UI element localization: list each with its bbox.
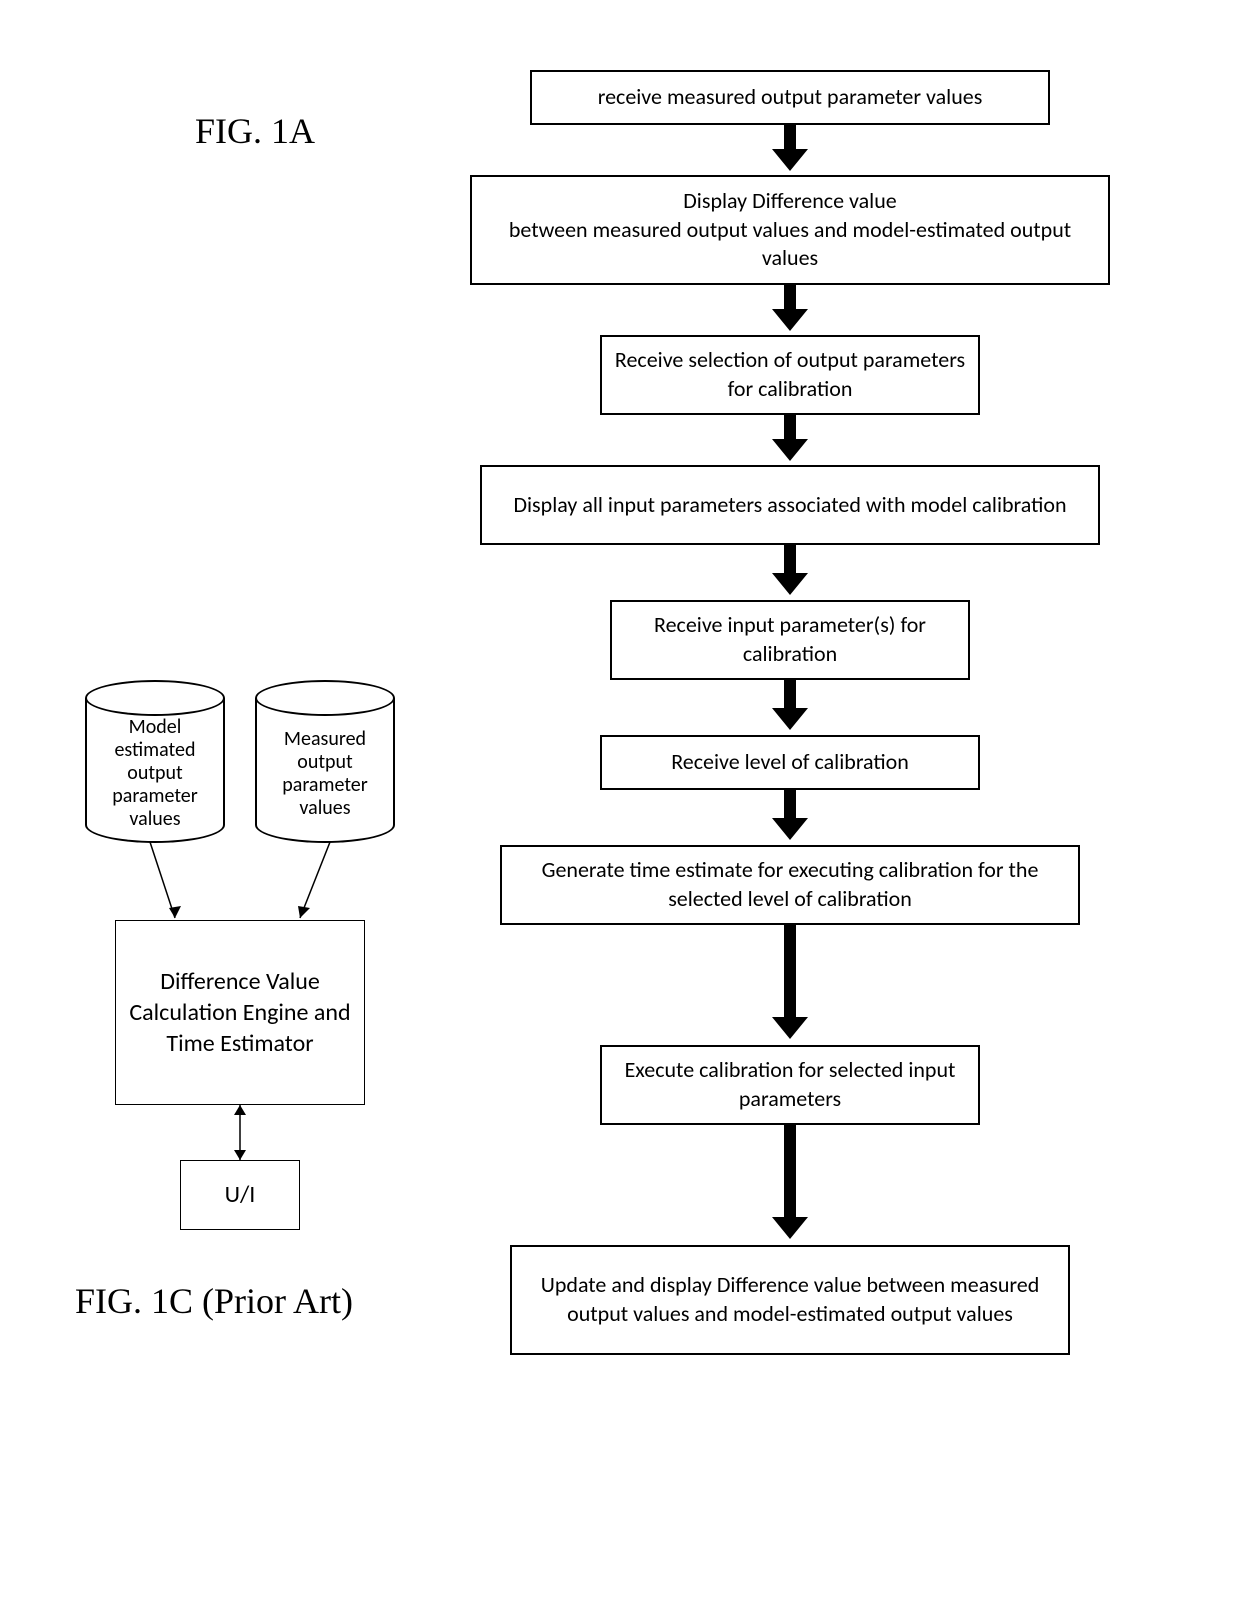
flow-node-n9: Update and display Difference value betw…	[510, 1245, 1070, 1355]
flow-node-label-n8: Execute calibration for selected input p…	[614, 1056, 966, 1113]
flow-arrow-a8	[772, 1125, 808, 1239]
cylinder-measured-values: Measured output parameter values	[255, 680, 395, 843]
flow-node-n6: Receive level of calibration	[600, 735, 980, 790]
figure-label-1c: FIG. 1C (Prior Art)	[75, 1280, 353, 1322]
flow-node-label-n7: Generate time estimate for executing cal…	[514, 856, 1066, 913]
flow-arrow-a1	[772, 125, 808, 171]
flow-arrow-a4	[772, 545, 808, 595]
flow-node-label-n5: Receive input parameter(s) for calibrati…	[624, 611, 956, 668]
side-connectors	[0, 0, 460, 1300]
flow-node-label-n1: receive measured output parameter values	[598, 83, 983, 112]
cylinder-measured-label: Measured output parameter values	[263, 728, 387, 820]
flow-node-n1: receive measured output parameter values	[530, 70, 1050, 125]
flow-node-label-n2: Display Difference value between measure…	[484, 187, 1096, 273]
flow-arrow-a3	[772, 415, 808, 461]
flow-arrow-a5	[772, 680, 808, 730]
flow-node-n8: Execute calibration for selected input p…	[600, 1045, 980, 1125]
flow-arrow-a2	[772, 285, 808, 331]
cylinder-model-label: Model estimated output parameter values	[93, 716, 217, 831]
flow-node-label-n6: Receive level of calibration	[671, 748, 909, 777]
ui-box: U/I	[180, 1160, 300, 1230]
flow-node-label-n3: Receive selection of output parameters f…	[614, 346, 966, 403]
cylinder-model-values: Model estimated output parameter values	[85, 680, 225, 843]
flow-node-n2: Display Difference value between measure…	[470, 175, 1110, 285]
flow-node-n5: Receive input parameter(s) for calibrati…	[610, 600, 970, 680]
engine-label: Difference Value Calculation Engine and …	[128, 966, 352, 1060]
flow-node-n4: Display all input parameters associated …	[480, 465, 1100, 545]
flow-arrow-a6	[772, 790, 808, 840]
flow-node-label-n4: Display all input parameters associated …	[513, 491, 1066, 520]
flow-node-n3: Receive selection of output parameters f…	[600, 335, 980, 415]
flow-arrow-a7	[772, 925, 808, 1039]
ui-label: U/I	[225, 1179, 256, 1210]
engine-box: Difference Value Calculation Engine and …	[115, 920, 365, 1105]
figure-label-1a: FIG. 1A	[195, 110, 315, 152]
flow-node-label-n9: Update and display Difference value betw…	[524, 1271, 1056, 1328]
flow-node-n7: Generate time estimate for executing cal…	[500, 845, 1080, 925]
